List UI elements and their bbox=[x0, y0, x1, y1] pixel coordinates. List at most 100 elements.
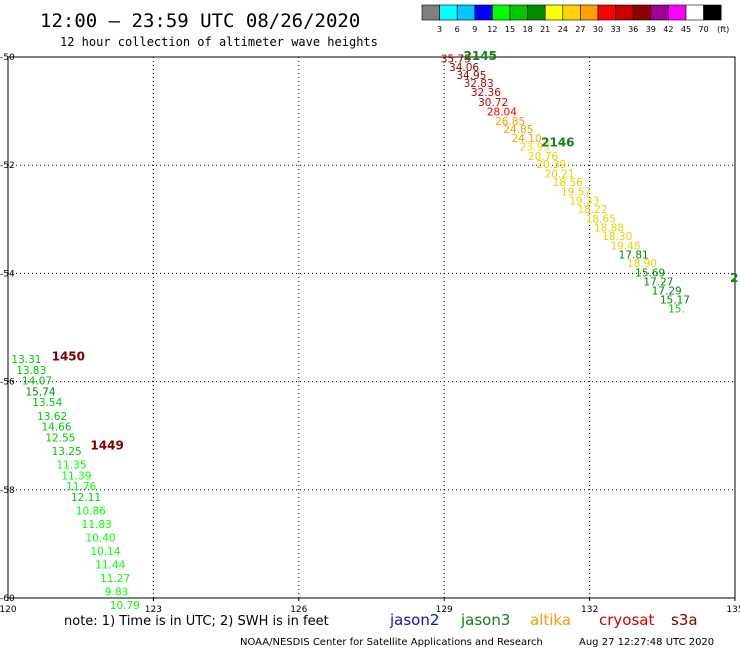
legend-label: 21 bbox=[540, 25, 550, 34]
color-legend: 3 6 9 12 15 18 21 24 27 30 33 36 39 42 45 70 (ft) bbox=[421, 4, 729, 34]
x-tick-label: 126 bbox=[290, 605, 307, 615]
swh-point: 15.17 bbox=[660, 294, 690, 306]
legend-label: 30 bbox=[593, 25, 603, 34]
swh-point: 13.54 bbox=[32, 397, 62, 409]
y-tick-label: -60 bbox=[0, 594, 15, 604]
legend-swatch bbox=[527, 4, 546, 21]
satellite-s3a: s3a bbox=[671, 611, 698, 629]
legend-swatch bbox=[509, 4, 528, 21]
satellite-jason3: jason3 bbox=[460, 611, 510, 629]
swh-point: 10.14 bbox=[90, 546, 120, 558]
swh-point: 30.72 bbox=[478, 97, 508, 109]
legend-swatch bbox=[474, 4, 493, 21]
swh-point: 18.88 bbox=[594, 222, 624, 234]
pass-label: 2 bbox=[730, 271, 738, 285]
y-tick-label: -50 bbox=[0, 53, 15, 63]
satellite-legend: jason2 jason3 altika cryosat s3a bbox=[389, 611, 698, 629]
swh-point: 13.31 bbox=[11, 354, 41, 366]
swh-point: 17.29 bbox=[652, 285, 682, 297]
plot-frame bbox=[7, 56, 736, 599]
x-tick-label: 135 bbox=[726, 605, 740, 615]
timestamp: Aug 27 12:27:48 UTC 2020 bbox=[579, 637, 714, 648]
legend-label: 27 bbox=[575, 25, 585, 34]
x-tick-label: 123 bbox=[145, 605, 162, 615]
y-tick-label: -58 bbox=[0, 486, 15, 496]
swh-point: 17.81 bbox=[619, 250, 649, 262]
chart-title: 12:00 – 23:59 UTC 08/26/2020 bbox=[40, 10, 360, 32]
swh-point: 15.74 bbox=[25, 386, 55, 398]
legend-label: 18 bbox=[523, 25, 533, 34]
swh-point: 19.57 bbox=[561, 186, 591, 198]
wave-height-points: 35.7534.0634.9532.8332.3630.7228.0426.85… bbox=[11, 54, 690, 612]
swh-point: 10.79 bbox=[110, 600, 140, 612]
pass-label: 1450 bbox=[52, 349, 85, 363]
swh-point: 24.10 bbox=[512, 133, 542, 145]
swh-point: 34.06 bbox=[449, 62, 479, 74]
swh-point: 28.04 bbox=[487, 107, 517, 119]
swh-point: 34.95 bbox=[456, 70, 486, 82]
swh-point: 10.40 bbox=[86, 532, 116, 544]
swh-point: 11.83 bbox=[82, 519, 112, 531]
y-tick-label: -56 bbox=[0, 378, 15, 388]
satellite-cryosat: cryosat bbox=[599, 611, 654, 629]
swh-point: 35.75 bbox=[441, 54, 471, 66]
chart-subtitle: 12 hour collection of altimeter wave hei… bbox=[60, 35, 378, 49]
swh-point: 13.62 bbox=[37, 411, 67, 423]
legend-label: 39 bbox=[646, 25, 656, 34]
satellite-jason2: jason2 bbox=[389, 611, 439, 629]
swh-point: 18.22 bbox=[577, 204, 607, 216]
legend-swatch bbox=[562, 4, 581, 21]
swh-point: 26.85 bbox=[495, 116, 525, 128]
plot-area: 120 123 126 129 132 135 -50 -52 -54 -56 -58 -60 bbox=[0, 53, 740, 615]
legend-label: (ft) bbox=[717, 25, 729, 34]
pass-label: 2146 bbox=[541, 136, 574, 150]
swh-point: 10.86 bbox=[76, 505, 106, 517]
legend-swatch bbox=[668, 4, 687, 21]
swh-point: 13.83 bbox=[16, 365, 46, 377]
footnote: note: 1) Time is in UTC; 2) SWH is in fe… bbox=[64, 614, 329, 629]
swh-point: 20.76 bbox=[528, 151, 558, 163]
y-tick-label: -54 bbox=[0, 269, 15, 279]
swh-point: 12.55 bbox=[45, 432, 75, 444]
legend-label: 33 bbox=[611, 25, 621, 34]
legend-swatch bbox=[439, 4, 458, 21]
swh-point: 17.27 bbox=[643, 277, 673, 289]
legend-swatch bbox=[421, 4, 440, 21]
swh-point: 11.76 bbox=[66, 481, 96, 493]
pass-label: 2145 bbox=[464, 49, 497, 63]
legend-swatch bbox=[685, 4, 704, 21]
legend-swatch bbox=[597, 4, 616, 21]
legend-label: 3 bbox=[437, 25, 442, 34]
swh-point: 11.39 bbox=[61, 470, 91, 482]
swh-point: 11.35 bbox=[56, 459, 86, 471]
swh-point: 15.69 bbox=[635, 267, 665, 279]
legend-swatch bbox=[492, 4, 511, 21]
swh-point: 15. bbox=[668, 304, 685, 316]
legend-swatch bbox=[632, 4, 652, 21]
legend-label: 42 bbox=[663, 25, 673, 34]
satellite-altika: altika bbox=[530, 611, 571, 629]
swh-point: 20.39 bbox=[536, 159, 566, 171]
x-tick-label: 120 bbox=[0, 605, 17, 615]
swh-point: 9.83 bbox=[105, 587, 128, 599]
swh-point: 18.30 bbox=[602, 231, 632, 243]
swh-point: 19.48 bbox=[610, 240, 640, 252]
swh-point: 18.56 bbox=[553, 177, 583, 189]
legend-swatch bbox=[544, 4, 564, 21]
swh-point: 20.21 bbox=[545, 168, 575, 180]
legend-swatch bbox=[456, 4, 476, 21]
swh-point: 32.36 bbox=[471, 87, 501, 99]
pass-label: 1449 bbox=[90, 439, 123, 453]
legend-swatch bbox=[615, 4, 634, 21]
swh-point: 11.44 bbox=[95, 560, 125, 572]
swh-point: 18.65 bbox=[586, 213, 616, 225]
swh-point: 23.93 bbox=[520, 141, 550, 153]
x-tick-label: 132 bbox=[581, 605, 598, 615]
credit-text: NOAA/NESDIS Center for Satellite Applica… bbox=[240, 637, 543, 648]
swh-point: 18.90 bbox=[627, 258, 657, 270]
swh-point: 11.27 bbox=[100, 573, 130, 585]
legend-label: 24 bbox=[558, 25, 568, 34]
legend-label: 36 bbox=[628, 25, 638, 34]
y-tick-label: -52 bbox=[0, 161, 15, 171]
